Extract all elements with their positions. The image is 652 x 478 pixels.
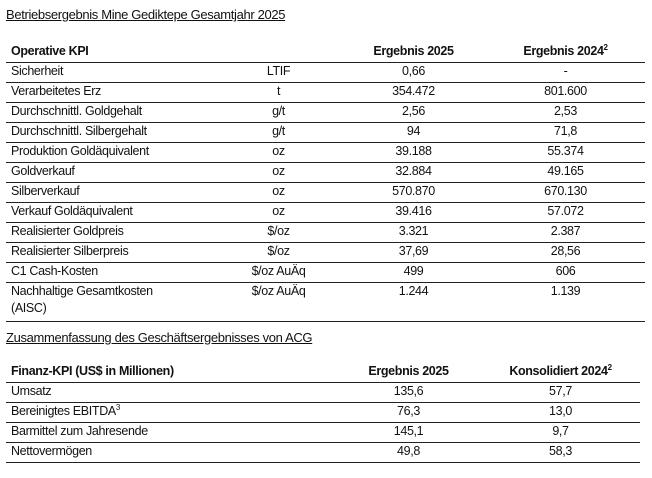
row-label: Silberverkauf: [6, 182, 211, 203]
value-2025: 2,56: [341, 102, 481, 123]
finanz-kpi-table: Finanz-KPI (US$ in Millionen) Ergebnis 2…: [6, 360, 640, 463]
value-2024: 2.387: [481, 222, 645, 243]
value-2025: 0,66: [341, 62, 481, 83]
value-2024: 55.374: [481, 142, 645, 163]
value-2024: 58,3: [476, 442, 640, 463]
table-row: Umsatz 135,6 57,7: [6, 382, 640, 403]
row-unit: oz: [211, 182, 341, 203]
table-row: Sicherheit LTIF 0,66-: [6, 62, 645, 83]
value-2025: 49,8: [336, 442, 476, 463]
header-2025: Ergebnis 2025: [341, 40, 481, 63]
table-row: Bereinigtes EBITDA3 76,3 13,0: [6, 402, 640, 423]
row-label: Durchschnittl. Silbergehalt: [6, 122, 211, 143]
table-row: Nachhaltige Gesamtkosten (AISC) $/oz AuÄq…: [6, 282, 645, 322]
header-unit: [211, 40, 341, 63]
value-2024: 28,56: [481, 242, 645, 263]
row-label: Bereinigtes EBITDA3: [6, 402, 336, 423]
row-unit: g/t: [211, 102, 341, 123]
row-unit: $/oz AuÄq: [211, 282, 341, 322]
value-2024: 13,0: [476, 402, 640, 423]
section2-title: Zusammenfassung des Geschäftsergebnisses…: [6, 330, 313, 345]
header-2024: Ergebnis 20242: [481, 40, 645, 63]
table-row: Nettovermögen 49,8 58,3: [6, 442, 640, 463]
value-2024: 801.600: [481, 82, 645, 103]
value-2024: 57,7: [476, 382, 640, 403]
value-2025: 3.321: [341, 222, 481, 243]
row-label: Realisierter Goldpreis: [6, 222, 211, 243]
row-unit: $/oz: [211, 242, 341, 263]
value-2025: 39.188: [341, 142, 481, 163]
value-2024: 57.072: [481, 202, 645, 223]
value-2024: 606: [481, 262, 645, 283]
row-label: Barmittel zum Jahresende: [6, 422, 336, 443]
value-2025: 570.870: [341, 182, 481, 203]
value-2025: 39.416: [341, 202, 481, 223]
row-unit: $/oz: [211, 222, 341, 243]
row-label: Nachhaltige Gesamtkosten (AISC): [6, 282, 211, 322]
value-2024: 9,7: [476, 422, 640, 443]
row-label: C1 Cash-Kosten: [6, 262, 211, 283]
row-label: Realisierter Silberpreis: [6, 242, 211, 263]
row-unit: g/t: [211, 122, 341, 143]
header-kpi: Finanz-KPI (US$ in Millionen): [6, 360, 336, 383]
value-2025: 354.472: [341, 82, 481, 103]
row-label: Produktion Goldäquivalent: [6, 142, 211, 163]
row-unit: oz: [211, 142, 341, 163]
value-2025: 1.244: [341, 282, 481, 322]
value-2024: 1.139: [481, 282, 645, 322]
table-row: Realisierter Silberpreis $/oz 37,69 28,56: [6, 242, 645, 263]
row-label: Nettovermögen: [6, 442, 336, 463]
value-2025: 499: [341, 262, 481, 283]
table-header-row: Operative KPI Ergebnis 2025 Ergebnis 202…: [6, 40, 645, 63]
header-2024: Konsolidiert 20242: [476, 360, 640, 383]
table-row: Barmittel zum Jahresende 145,1 9,7: [6, 422, 640, 443]
operative-kpi-table: Operative KPI Ergebnis 2025 Ergebnis 202…: [6, 40, 645, 322]
row-label: Verarbeitetes Erz: [6, 82, 211, 103]
row-label: Verkauf Goldäquivalent: [6, 202, 211, 223]
section1-title: Betriebsergebnis Mine Gediktepe Gesamtja…: [6, 7, 286, 22]
value-2024: -: [481, 62, 645, 83]
value-2025: 135,6: [336, 382, 476, 403]
value-2025: 94: [341, 122, 481, 143]
row-unit: oz: [211, 202, 341, 223]
table-row: Verkauf Goldäquivalent oz 39.416 57.072: [6, 202, 645, 223]
table-row: Durchschnittl. Goldgehalt g/t 2,56 2,53: [6, 102, 645, 123]
value-2024: 670.130: [481, 182, 645, 203]
table-row: Silberverkauf oz 570.870 670.130: [6, 182, 645, 203]
row-unit: oz: [211, 162, 341, 183]
value-2025: 32.884: [341, 162, 481, 183]
row-label: Goldverkauf: [6, 162, 211, 183]
value-2025: 76,3: [336, 402, 476, 423]
row-unit: LTIF: [211, 62, 341, 83]
value-2024: 71,8: [481, 122, 645, 143]
header-2025: Ergebnis 2025: [336, 360, 476, 383]
header-kpi: Operative KPI: [6, 40, 211, 63]
table-row: Produktion Goldäquivalent oz 39.188 55.374: [6, 142, 645, 163]
row-label: Sicherheit: [6, 62, 211, 83]
table-header-row: Finanz-KPI (US$ in Millionen) Ergebnis 2…: [6, 360, 640, 383]
row-label: Durchschnittl. Goldgehalt: [6, 102, 211, 123]
value-2024: 49.165: [481, 162, 645, 183]
table-row: Verarbeitetes Erz t 354.472 801.600: [6, 82, 645, 103]
table-row: Goldverkauf oz 32.884 49.165: [6, 162, 645, 183]
row-label: Umsatz: [6, 382, 336, 403]
value-2025: 145,1: [336, 422, 476, 443]
row-unit: t: [211, 82, 341, 103]
row-unit: $/oz AuÄq: [211, 262, 341, 283]
value-2024: 2,53: [481, 102, 645, 123]
table-row: C1 Cash-Kosten $/oz AuÄq 499 606: [6, 262, 645, 283]
table-row: Realisierter Goldpreis $/oz 3.321 2.387: [6, 222, 645, 243]
table-row: Durchschnittl. Silbergehalt g/t 94 71,8: [6, 122, 645, 143]
value-2025: 37,69: [341, 242, 481, 263]
